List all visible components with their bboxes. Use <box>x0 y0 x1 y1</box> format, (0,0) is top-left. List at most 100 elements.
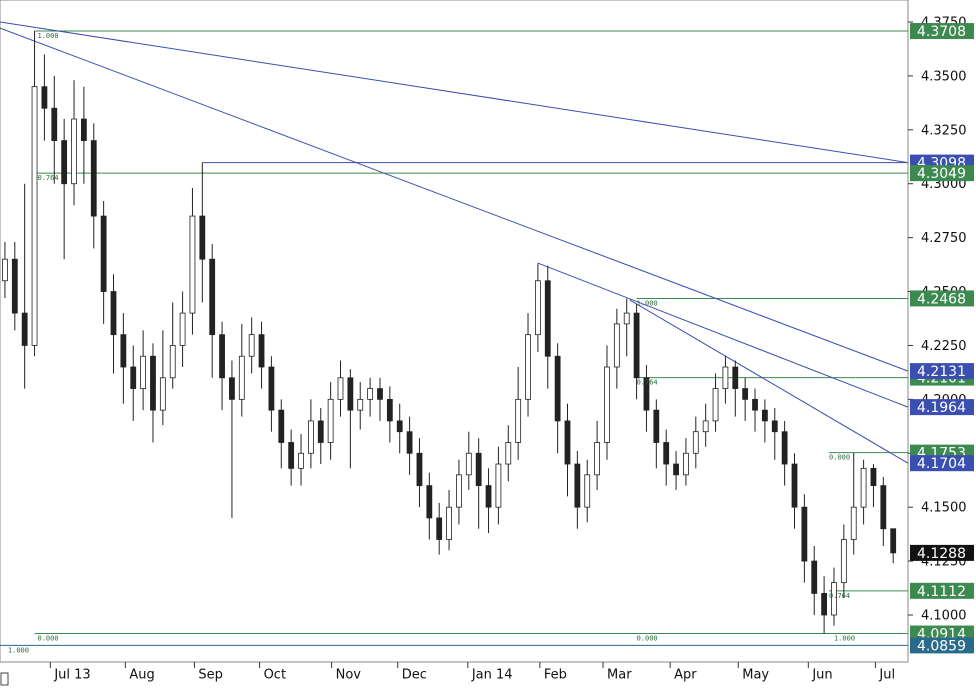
candle-body <box>495 463 502 508</box>
fib-label: 0.000 <box>829 454 850 462</box>
fib-label: 0.000 <box>38 635 59 643</box>
x-tick-label: Jan 14 <box>471 668 513 683</box>
candle-body <box>623 312 630 325</box>
fib-label: 0.000 <box>637 635 658 643</box>
candle-body <box>712 388 719 422</box>
candle-body <box>209 258 216 336</box>
x-tick-label: Jul 13 <box>53 668 90 683</box>
level-label: 4.3708 <box>917 24 966 40</box>
candle-body <box>465 452 472 476</box>
candle-body <box>584 474 591 508</box>
candle-body <box>653 409 660 443</box>
candle-body <box>752 398 758 411</box>
trend-line <box>0 21 909 164</box>
candle-body <box>594 442 601 476</box>
y-tick-label: 4.1000 <box>921 608 967 623</box>
level-label: 4.2131 <box>917 364 966 380</box>
candle-body <box>643 377 650 411</box>
candle-body <box>505 442 512 465</box>
candle-body <box>761 409 768 422</box>
candle-body <box>692 431 699 454</box>
candle-body <box>890 528 897 554</box>
candle-body <box>337 377 344 400</box>
candle-body <box>475 452 482 487</box>
fib-label: 1.000 <box>38 32 59 40</box>
level-label-box <box>910 544 974 561</box>
candle-body <box>268 366 275 411</box>
candle-body <box>219 334 225 379</box>
fib-label: 0.764 <box>38 174 59 182</box>
trend-line <box>0 27 909 372</box>
candle-body <box>51 107 58 141</box>
candle-body <box>396 420 403 433</box>
candle-body <box>150 355 156 411</box>
y-tick-label: 4.3500 <box>921 69 967 84</box>
candle-body <box>21 312 28 346</box>
candle-body <box>722 366 729 389</box>
candle-body <box>298 452 304 469</box>
candle-body <box>386 398 393 422</box>
candle-body <box>732 366 739 389</box>
candle-body <box>41 86 48 109</box>
candle-body <box>189 215 196 314</box>
level-label-box <box>910 165 974 182</box>
candle-body <box>742 388 749 400</box>
x-tick-label: Sep <box>198 668 223 683</box>
candle-body <box>426 485 433 519</box>
level-label-box <box>910 455 974 472</box>
level-label: 4.1704 <box>917 456 966 472</box>
candle-body <box>860 467 867 508</box>
candle-body <box>317 420 324 443</box>
corner-icon <box>0 672 9 686</box>
candle-body <box>574 463 581 508</box>
x-tick-label: Apr <box>674 668 697 683</box>
candle-body <box>702 420 709 433</box>
x-tick-label: Jul <box>878 668 895 683</box>
x-tick-label: Oct <box>264 668 286 683</box>
x-tick-label: Aug <box>129 668 154 683</box>
candle-body <box>229 377 235 400</box>
x-tick-label: Feb <box>544 668 567 683</box>
level-label: 4.1964 <box>917 400 966 416</box>
candle-body <box>248 334 255 357</box>
candle-body <box>683 452 689 476</box>
candle-body <box>831 582 837 616</box>
candle-body <box>554 355 561 422</box>
candle-body <box>347 377 354 411</box>
candle-body <box>199 215 206 260</box>
candle-body <box>840 539 847 584</box>
candle-body <box>90 140 97 217</box>
candle-body <box>525 334 531 400</box>
candle-body <box>80 118 87 141</box>
candle-body <box>367 388 374 400</box>
candle-body <box>633 312 640 379</box>
candle-body <box>485 485 492 508</box>
candle-body <box>140 355 147 389</box>
candle-body <box>11 258 18 314</box>
candle-body <box>307 420 314 454</box>
y-tick-label: 4.1500 <box>921 501 967 516</box>
fib-label: 0.764 <box>829 592 850 600</box>
y-tick-label: 4.2250 <box>921 339 967 354</box>
fib-label: 1.000 <box>637 299 658 307</box>
candle-body <box>771 420 778 433</box>
candle-body <box>663 442 670 465</box>
candle-body <box>811 560 818 594</box>
y-tick-label: 4.2750 <box>921 231 967 246</box>
level-label-box <box>910 23 974 40</box>
candle-body <box>258 334 265 368</box>
candle-body <box>416 452 423 487</box>
candle-body <box>673 463 679 476</box>
candle-body <box>31 86 38 346</box>
level-label-box <box>910 637 974 654</box>
x-tick-label: Dec <box>402 668 427 683</box>
level-label: 4.2468 <box>917 291 966 307</box>
candle-body <box>71 118 77 185</box>
candle-body <box>821 593 828 616</box>
candle-body <box>61 140 68 185</box>
candle-body <box>2 258 8 282</box>
x-tick-label: Jun <box>811 668 832 683</box>
fib-label: 1.000 <box>834 635 855 643</box>
candle-body <box>238 355 245 400</box>
